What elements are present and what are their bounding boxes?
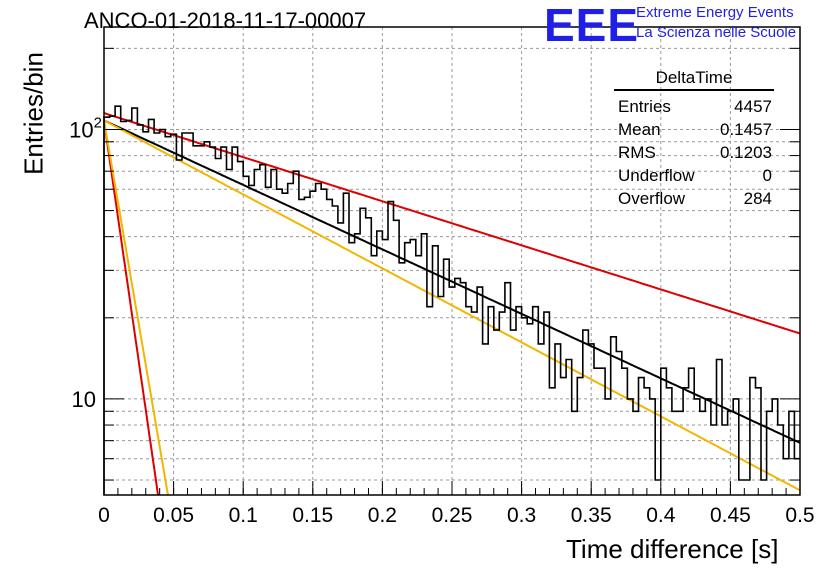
stats-box-title: DeltaTime [614, 68, 774, 91]
fit-curves [103, 112, 801, 496]
stats-row-underflow: Underflow 0 [612, 164, 776, 187]
y-tick-label: 10 [72, 387, 96, 412]
fit-curve-1 [103, 119, 801, 444]
stats-label: Mean [618, 120, 661, 139]
x-tick-label: 0.2 [368, 504, 397, 527]
x-tick-label: 0.5 [785, 504, 814, 527]
fit-curve-2 [103, 112, 801, 335]
stats-row-overflow: Overflow 284 [612, 187, 776, 210]
y-axis-title: Entries/bin [18, 52, 49, 175]
tick-labels: 0 0.05 0.1 0.15 0.2 0.25 0.3 0.35 0.4 0.45 0.5 102 1… [69, 114, 814, 527]
x-tick-label: 0.45 [710, 504, 751, 527]
y-tick-label: 102 [69, 114, 102, 142]
stats-row-entries: Entries 4457 [612, 95, 776, 118]
stats-label: Underflow [618, 166, 695, 185]
x-axis-title: Time difference [s] [566, 534, 779, 564]
histogram-title: ANCO-01-2018-11-17-00007 [84, 8, 367, 33]
stats-row-rms: RMS 0.1203 [612, 141, 776, 164]
logo-line-1: Extreme Energy Events [636, 4, 794, 21]
stats-row-mean: Mean 0.1457 [612, 118, 776, 141]
x-tick-label: 0 [98, 504, 110, 527]
stats-value: 0 [762, 166, 772, 185]
x-tick-label: 0.4 [646, 504, 676, 527]
stats-box: DeltaTime Entries 4457 Mean 0.1457 RMS 0… [612, 68, 776, 210]
stats-value: 284 [743, 189, 772, 208]
fit-curve-5 [103, 120, 169, 496]
x-tick-label: 0.1 [229, 504, 258, 527]
x-tick-label: 0.35 [571, 504, 612, 527]
stats-label: Overflow [618, 189, 686, 208]
x-tick-label: 0.3 [507, 504, 536, 527]
stats-value: 0.1203 [720, 143, 772, 162]
eee-logo: EEE [544, 0, 640, 51]
fit-curve-3 [103, 119, 801, 492]
grid [104, 27, 800, 495]
x-tick-label: 0.25 [432, 504, 473, 527]
stats-label: RMS [618, 143, 656, 162]
stats-value: 4457 [734, 97, 772, 116]
axis-ticks [103, 47, 801, 495]
fit-curve-4 [103, 120, 159, 496]
logo-line-2: La Scienza nelle Scuole [636, 24, 797, 41]
x-tick-label: 0.15 [292, 504, 333, 527]
stats-label: Entries [618, 97, 671, 116]
x-tick-label: 0.05 [153, 504, 194, 527]
histogram-series [103, 105, 800, 495]
histogram-outline [103, 105, 800, 495]
stats-value: 0.1457 [720, 120, 772, 139]
